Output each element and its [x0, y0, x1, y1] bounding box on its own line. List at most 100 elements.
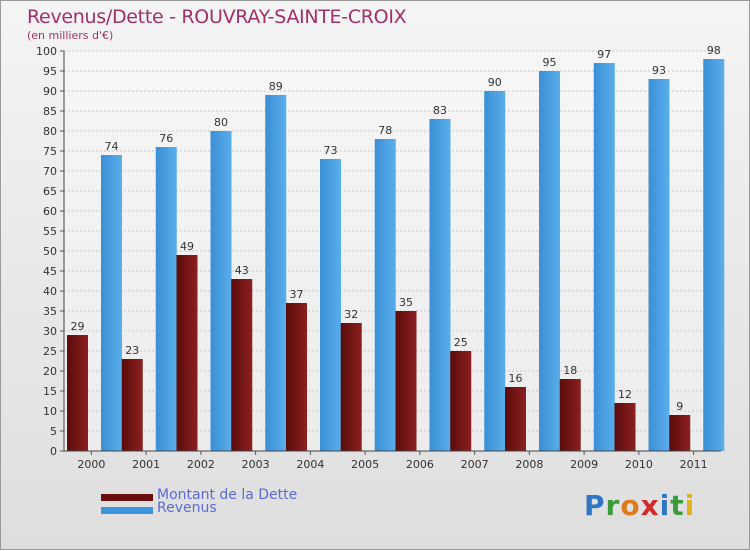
y-tick-label: 25 — [43, 345, 57, 358]
bar-revenus — [539, 71, 560, 451]
bar-revenus — [374, 139, 396, 451]
x-tick-label: 2007 — [461, 458, 489, 471]
bar-revenus — [101, 155, 122, 451]
x-tick-label: 2009 — [570, 458, 598, 471]
data-label: 89 — [269, 80, 283, 93]
y-tick-label: 10 — [43, 405, 57, 418]
logo-letter: i — [684, 489, 696, 522]
logo-letter: t — [670, 489, 685, 522]
x-tick-label: 2011 — [680, 458, 708, 471]
y-tick-label: 15 — [43, 385, 57, 398]
x-axis: 2000 2001 2002 2003 2004 2005 2006 2007 2008 2009… — [64, 450, 721, 471]
bar-revenus — [703, 59, 725, 451]
bar-revenus — [429, 119, 451, 451]
data-label: 12 — [618, 388, 632, 401]
data-label: 98 — [707, 44, 721, 57]
bar-dette — [505, 387, 526, 451]
x-tick-label: 2006 — [406, 458, 434, 471]
y-tick-label: 70 — [43, 165, 57, 178]
legend-swatch-revenus — [101, 507, 153, 514]
x-tick-label: 2004 — [296, 458, 324, 471]
y-tick-label: 50 — [43, 245, 57, 258]
data-label: 83 — [433, 104, 447, 117]
bar-dette — [450, 351, 472, 451]
bar-revenus — [484, 91, 506, 451]
data-label: 25 — [454, 336, 468, 349]
bar-dette — [395, 311, 417, 451]
bar-revenus — [210, 131, 232, 451]
data-label: 35 — [399, 296, 413, 309]
y-tick-label: 20 — [43, 365, 57, 378]
data-label: 74 — [105, 140, 119, 153]
y-tick-label: 100 — [36, 45, 57, 58]
data-label: 90 — [488, 76, 502, 89]
bar-dette — [559, 379, 581, 451]
bar-revenus — [320, 159, 341, 451]
bar-revenus — [593, 63, 615, 451]
bars: 29 74 23 76 49 80 43 89 37 73 32 78 35 83 25 90 16 95 18 97… — [67, 44, 725, 451]
bar-revenus — [155, 147, 177, 451]
x-tick-label: 2002 — [187, 458, 215, 471]
bar-dette — [340, 323, 362, 451]
bar-dette — [121, 359, 143, 451]
data-label: 95 — [543, 56, 557, 69]
data-label: 73 — [324, 144, 338, 157]
logo-letter: r — [605, 489, 621, 522]
data-label: 80 — [214, 116, 228, 129]
bar-dette — [286, 303, 307, 451]
y-tick-label: 5 — [50, 425, 57, 438]
x-tick-label: 2010 — [625, 458, 653, 471]
bar-dette — [614, 403, 636, 451]
data-label: 29 — [71, 320, 85, 333]
x-tick-label: 2008 — [515, 458, 543, 471]
x-tick-label: 2003 — [242, 458, 270, 471]
bar-dette — [231, 279, 253, 451]
legend-label-dette: Montant de la Dette — [157, 487, 298, 503]
data-label: 18 — [563, 364, 577, 377]
data-label: 78 — [378, 124, 392, 137]
chart-subtitle: (en milliers d'€) — [27, 29, 114, 42]
legend-swatch-dette — [101, 494, 153, 501]
data-label: 93 — [652, 64, 666, 77]
y-tick-label: 65 — [43, 185, 57, 198]
data-label: 9 — [676, 400, 683, 413]
y-tick-label: 85 — [43, 105, 57, 118]
data-label: 97 — [597, 48, 611, 61]
y-tick-label: 0 — [50, 445, 57, 458]
data-label: 49 — [180, 240, 194, 253]
bar-dette — [176, 255, 198, 451]
y-tick-label: 75 — [43, 145, 57, 158]
bar-revenus — [265, 95, 287, 451]
logo-letter: i — [659, 489, 671, 522]
y-tick-label: 95 — [43, 65, 57, 78]
bar-dette — [669, 415, 691, 451]
logo-letter: o — [620, 489, 641, 522]
y-tick-label: 40 — [43, 285, 57, 298]
x-tick-label: 2001 — [132, 458, 160, 471]
logo-letter: x — [640, 489, 660, 522]
y-axis: 0 5 10 15 20 25 30 35 40 45 50 55 60 65 70 75 80 85 90 95 10… — [36, 45, 65, 458]
data-label: 37 — [290, 288, 304, 301]
y-tick-label: 55 — [43, 225, 57, 238]
y-tick-label: 90 — [43, 85, 57, 98]
y-tick-label: 80 — [43, 125, 57, 138]
logo-letter: P — [584, 489, 606, 522]
data-label: 32 — [344, 308, 358, 321]
y-tick-label: 60 — [43, 205, 57, 218]
data-label: 16 — [509, 372, 523, 385]
data-label: 76 — [159, 132, 173, 145]
data-label: 23 — [125, 344, 139, 357]
x-tick-label: 2005 — [351, 458, 379, 471]
bar-dette — [67, 335, 88, 451]
y-tick-label: 45 — [43, 265, 57, 278]
y-tick-label: 30 — [43, 325, 57, 338]
x-tick-label: 2000 — [77, 458, 105, 471]
chart-title: Revenus/Dette - ROUVRAY-SAINTE-CROIX — [27, 6, 407, 28]
y-tick-label: 35 — [43, 305, 57, 318]
data-label: 43 — [235, 264, 249, 277]
bar-revenus — [648, 79, 670, 451]
legend-label-revenus: Revenus — [157, 500, 217, 516]
proxiti-logo: Proxiti — [584, 489, 695, 522]
